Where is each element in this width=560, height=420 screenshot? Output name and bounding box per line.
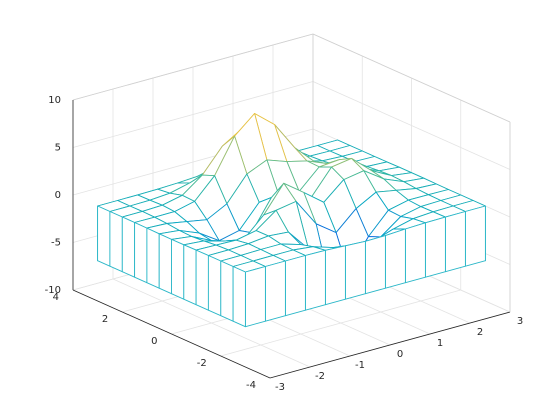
box-edge: [312, 33, 511, 123]
curtain-cell: [158, 233, 172, 295]
curtain-cell: [220, 260, 234, 322]
axis-line: [72, 289, 271, 379]
z-tick-label: 10: [48, 95, 61, 106]
y-tick-label: 2: [102, 314, 108, 325]
x-tick-label: -2: [315, 371, 325, 382]
curtain-cell: [344, 240, 366, 300]
curtain-cell: [264, 260, 286, 322]
curtain-cell: [384, 228, 406, 289]
curtain-cell: [183, 244, 197, 306]
curtain-cell: [97, 205, 111, 267]
x-tick-label: 0: [397, 349, 403, 360]
curtain-cell: [232, 266, 246, 328]
y-tick-label: -2: [197, 358, 207, 369]
curtain-cell: [244, 266, 266, 328]
y-tick-label: -4: [246, 380, 256, 391]
curtain-cell: [171, 238, 185, 300]
curtain-cell: [146, 227, 160, 289]
curtain-cell: [284, 255, 306, 317]
z-tick-label: 5: [55, 143, 61, 154]
z-tick-label: -10: [45, 285, 61, 296]
curtain-cell: [134, 222, 148, 284]
x-tick-label: -3: [275, 382, 285, 393]
y-tick-label: 4: [53, 292, 59, 303]
curtain-cell: [464, 205, 486, 267]
grid-line: [312, 81, 511, 170]
x-tick-label: 3: [517, 316, 523, 327]
curtain-cell: [404, 222, 426, 284]
curtain-cell: [444, 211, 466, 273]
curtain-cell: [195, 249, 209, 311]
curtain-cell: [304, 249, 326, 311]
curtain-cell: [207, 255, 222, 317]
box-edge: [72, 33, 314, 101]
curtain-cell: [109, 211, 123, 273]
x-tick-label: 1: [437, 338, 443, 349]
y-tick-label: 0: [151, 336, 157, 347]
grid-line: [72, 81, 314, 148]
curtain-cell: [424, 216, 446, 278]
curtain-cell: [364, 235, 386, 295]
z-tick-label: -5: [51, 238, 61, 249]
x-tick-label: -1: [355, 360, 365, 371]
curtain-cell: [324, 245, 346, 306]
grid-line: [220, 289, 461, 357]
x-tick-label: 2: [477, 327, 483, 338]
axis-line: [269, 311, 511, 379]
z-tick-label: 0: [55, 190, 61, 201]
curtain-cell: [121, 216, 136, 278]
